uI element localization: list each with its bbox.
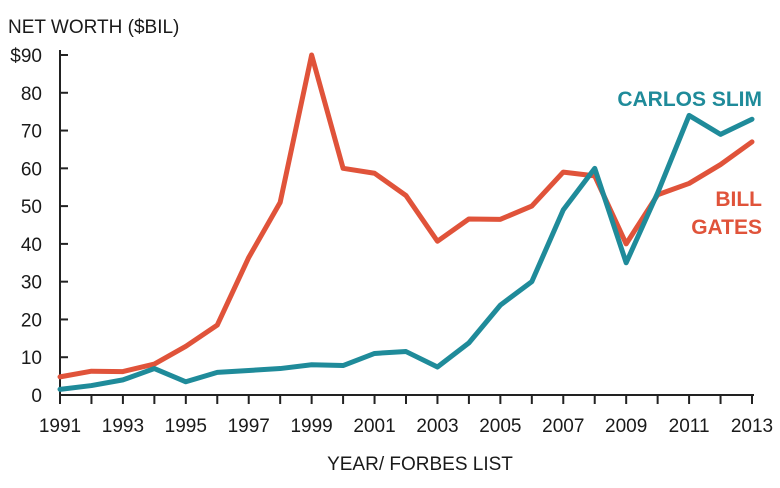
y-tick-label: 50 bbox=[21, 197, 42, 218]
y-ticks: 0 10 20 30 40 50 60 70 80 $90 bbox=[10, 46, 68, 407]
x-tick-label: 1993 bbox=[102, 416, 144, 437]
x-tick-label: 2003 bbox=[416, 416, 458, 437]
x-axis-title: YEAR/ FORBES LIST bbox=[327, 454, 513, 475]
carlos-slim-line bbox=[57, 112, 755, 392]
y-tick-label: $90 bbox=[10, 46, 42, 67]
x-tick-label: 1995 bbox=[165, 416, 207, 437]
y-tick-label: 60 bbox=[21, 159, 42, 180]
y-tick-label: 40 bbox=[21, 235, 42, 256]
series-labels: BILL GATES CARLOS SLIM bbox=[617, 88, 762, 239]
x-tick-label: 2005 bbox=[479, 416, 521, 437]
y-tick-label: 80 bbox=[21, 84, 42, 105]
series-lines bbox=[57, 52, 755, 392]
x-tick-label: 2013 bbox=[731, 416, 773, 437]
y-tick-label: 70 bbox=[21, 122, 42, 143]
x-tick-label: 1999 bbox=[290, 416, 332, 437]
y-axis-title: NET WORTH ($BIL) bbox=[8, 17, 179, 38]
carlos-slim-label: CARLOS SLIM bbox=[617, 88, 762, 111]
x-tick-label: 2007 bbox=[542, 416, 584, 437]
x-ticks: 1991 1993 1995 1997 1999 2001 2003 2005 2007 2009… bbox=[39, 395, 773, 437]
x-tick-label: 2011 bbox=[669, 416, 710, 437]
x-tick-label: 1997 bbox=[228, 416, 270, 437]
y-tick-label: 20 bbox=[21, 310, 42, 331]
y-tick-label: 10 bbox=[21, 348, 42, 369]
bill-gates-line bbox=[57, 52, 755, 380]
x-tick-label: 1991 bbox=[39, 416, 81, 437]
y-tick-label: 0 bbox=[31, 386, 42, 407]
bill-gates-label: BILL GATES bbox=[691, 188, 762, 239]
x-tick-label: 2001 bbox=[353, 416, 395, 437]
x-tick-label: 2009 bbox=[605, 416, 647, 437]
y-tick-label: 30 bbox=[21, 273, 42, 294]
